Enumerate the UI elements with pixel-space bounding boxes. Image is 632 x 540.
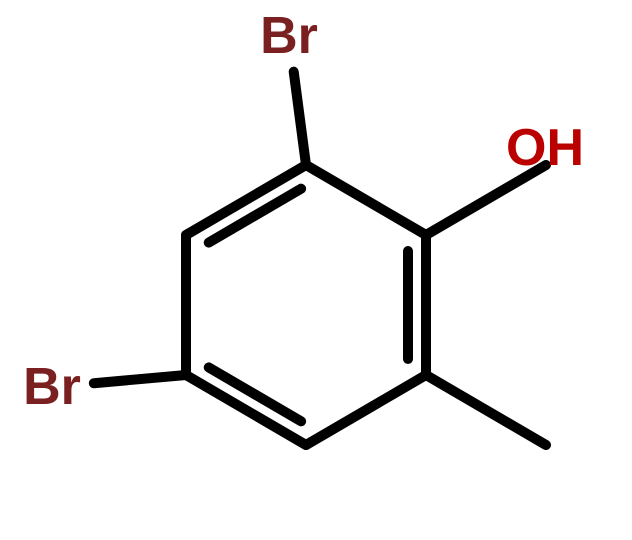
bonds-layer [94, 72, 546, 445]
bond [306, 375, 426, 445]
bond [426, 375, 546, 445]
molecule-diagram: Br Br OH [0, 0, 632, 540]
bond [94, 375, 186, 383]
labels-layer: Br Br OH [23, 7, 584, 416]
atom-label-o1: OH [506, 119, 584, 177]
bond [294, 72, 306, 165]
atom-label-br2: Br [23, 358, 81, 416]
bond [306, 165, 426, 235]
atom-label-br1: Br [260, 7, 318, 65]
